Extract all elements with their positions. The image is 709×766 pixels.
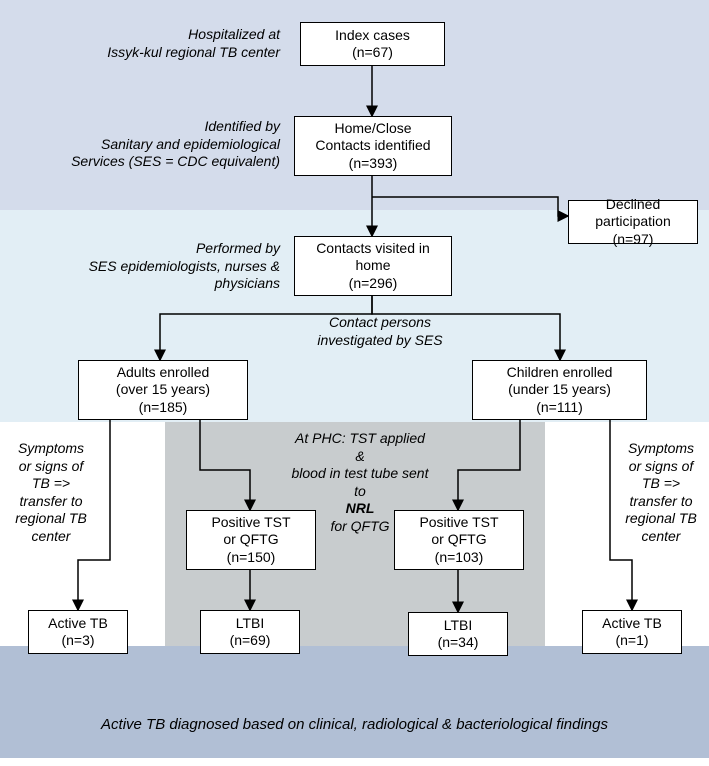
node-posChild-line: (n=103) (435, 549, 484, 567)
node-activeAdult: Active TB(n=3) (28, 610, 128, 654)
node-visited-line: home (355, 257, 390, 275)
note-n6-line: Symptoms (6, 440, 96, 458)
node-visited: Contacts visited inhome(n=296) (294, 236, 452, 296)
note-n6-line: center (6, 528, 96, 546)
node-declined-line: Declined (606, 196, 660, 214)
band-band4 (0, 646, 709, 758)
node-visited-line: Contacts visited in (316, 240, 430, 258)
node-ltbiChild: LTBI(n=34) (408, 612, 508, 656)
node-posChild-line: Positive TST (419, 514, 498, 532)
node-contacts-line: (n=393) (349, 155, 398, 173)
node-posAdult-line: Positive TST (211, 514, 290, 532)
note-n7-line: TB => (616, 475, 706, 493)
node-ltbiChild-line: (n=34) (438, 634, 479, 652)
node-posAdult-line: or QFTG (223, 531, 278, 549)
node-activeAdult-line: (n=3) (61, 632, 94, 650)
note-n1: Hospitalized atIssyk-kul regional TB cen… (80, 26, 280, 61)
note-n2-line: Sanitary and epidemiological (40, 136, 280, 154)
node-ltbiAdult-line: LTBI (236, 615, 265, 633)
note-n7-line: center (616, 528, 706, 546)
note-n3: Performed bySES epidemiologists, nurses … (40, 240, 280, 293)
note-n6: Symptomsor signs ofTB =>transfer toregio… (6, 440, 96, 545)
node-ltbiChild-line: LTBI (444, 617, 473, 635)
note-n4-line: Contact persons (300, 314, 460, 332)
node-children-line: (under 15 years) (508, 381, 611, 399)
note-n6-line: transfer to (6, 493, 96, 511)
node-index-line: Index cases (335, 27, 410, 45)
node-declined: Declinedparticipation(n=97) (568, 200, 698, 244)
node-activeAdult-line: Active TB (48, 615, 108, 633)
note-n5-line: for QFTG (290, 518, 430, 536)
node-adults-line: Adults enrolled (117, 364, 210, 382)
note-n5-line: NRL (290, 500, 430, 518)
note-n5: At PHC: TST applied &blood in test tube … (290, 430, 430, 535)
node-declined-line: participation (595, 213, 671, 231)
node-posAdult-line: (n=150) (227, 549, 276, 567)
note-n7-line: transfer to (616, 493, 706, 511)
note-n7: Symptomsor signs ofTB =>transfer toregio… (616, 440, 706, 545)
note-n6-line: or signs of (6, 458, 96, 476)
note-n1-line: Hospitalized at (80, 26, 280, 44)
note-n3-line: Performed by (40, 240, 280, 258)
note-n5-line: At PHC: TST applied & (290, 430, 430, 465)
note-n7-line: regional TB (616, 510, 706, 528)
note-n4: Contact personsinvestigated by SES (300, 314, 460, 349)
node-index: Index cases(n=67) (300, 22, 445, 66)
note-n2-line: Services (SES = CDC equivalent) (40, 153, 280, 171)
node-adults-line: (over 15 years) (116, 381, 210, 399)
node-index-line: (n=67) (352, 44, 393, 62)
note-n3-line: physicians (40, 275, 280, 293)
node-contacts-line: Contacts identified (315, 137, 430, 155)
node-adults: Adults enrolled(over 15 years)(n=185) (78, 360, 248, 420)
node-ltbiAdult-line: (n=69) (230, 632, 271, 650)
node-contacts-line: Home/Close (334, 120, 411, 138)
node-activeChild-line: Active TB (602, 615, 662, 633)
node-adults-line: (n=185) (139, 399, 188, 417)
node-contacts: Home/CloseContacts identified(n=393) (294, 116, 452, 176)
node-declined-line: (n=97) (613, 231, 654, 249)
node-activeChild: Active TB(n=1) (582, 610, 682, 654)
node-children-line: (n=111) (536, 399, 583, 417)
node-posChild-line: or QFTG (431, 531, 486, 549)
note-n6-line: regional TB (6, 510, 96, 528)
note-n1-line: Issyk-kul regional TB center (80, 44, 280, 62)
note-n2-line: Identified by (40, 118, 280, 136)
note-n5-line: blood in test tube sent to (290, 465, 430, 500)
flowchart-canvas: Index cases(n=67) Home/CloseContacts iden… (0, 0, 709, 766)
node-ltbiAdult: LTBI(n=69) (200, 610, 300, 654)
note-n2: Identified bySanitary and epidemiologica… (40, 118, 280, 171)
note-n7-line: Symptoms (616, 440, 706, 458)
node-activeChild-line: (n=1) (615, 632, 648, 650)
node-visited-line: (n=296) (349, 275, 398, 293)
note-n7-line: or signs of (616, 458, 706, 476)
note-n3-line: SES epidemiologists, nurses & (40, 258, 280, 276)
caption: Active TB diagnosed based on clinical, r… (0, 716, 709, 733)
node-children: Children enrolled(under 15 years)(n=111) (472, 360, 647, 420)
note-n6-line: TB => (6, 475, 96, 493)
node-children-line: Children enrolled (507, 364, 613, 382)
note-n4-line: investigated by SES (300, 332, 460, 350)
